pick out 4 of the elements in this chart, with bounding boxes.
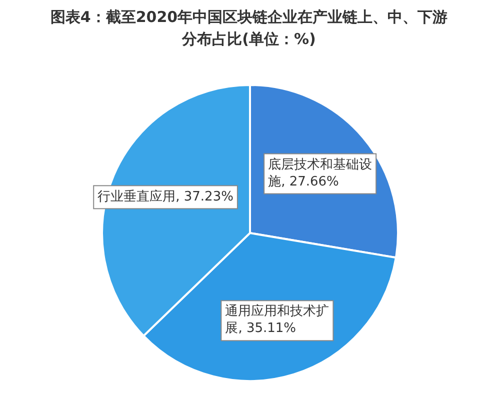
- slice-label: 行业垂直应用, 37.23%: [98, 188, 234, 204]
- chart-title: 图表4：截至2020年中国区块链企业在产业链上、中、下游分布占比(单位：%): [50, 8, 448, 48]
- slice-label: 通用应用和技术扩展, 35.11%: [225, 303, 330, 336]
- slice-label: 底层技术和基础设施, 27.66%: [268, 157, 372, 190]
